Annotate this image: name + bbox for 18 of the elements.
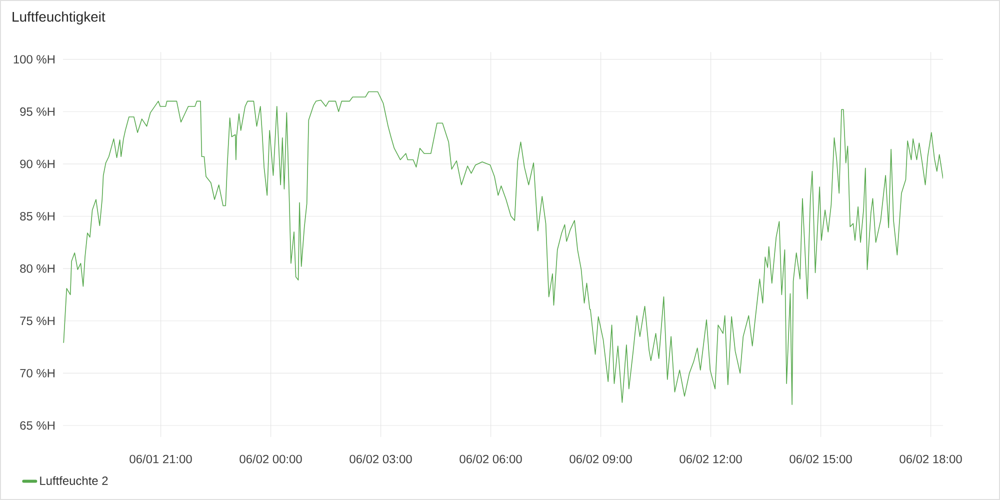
- chart-title: Luftfeuchtigkeit: [12, 11, 106, 24]
- x-tick-label: 06/02 06:00: [460, 454, 522, 464]
- x-tick-label: 06/02 15:00: [790, 454, 852, 464]
- y-tick-label: 85 %H: [20, 212, 54, 220]
- y-tick-label: 80 %H: [20, 264, 54, 273]
- x-tick-label: 06/02 00:00: [240, 454, 302, 464]
- x-tick-label: 06/01 21:00: [130, 454, 192, 464]
- y-tick-label: 75 %H: [20, 316, 54, 326]
- y-tick-label: 90 %H: [20, 160, 54, 168]
- y-tick-label: 95 %H: [20, 107, 54, 116]
- x-tick-label: 06/02 12:00: [680, 454, 742, 464]
- y-tick-label: 100 %H: [14, 55, 54, 64]
- x-tick-label: 06/02 09:00: [570, 454, 632, 464]
- x-tick-label: 06/02 18:00: [900, 454, 962, 464]
- legend-label: Luftfeuchte 2: [40, 476, 108, 485]
- x-tick-label: 06/02 03:00: [350, 454, 412, 464]
- y-tick-label: 65 %H: [20, 421, 54, 430]
- y-tick-label: 70 %H: [20, 368, 54, 378]
